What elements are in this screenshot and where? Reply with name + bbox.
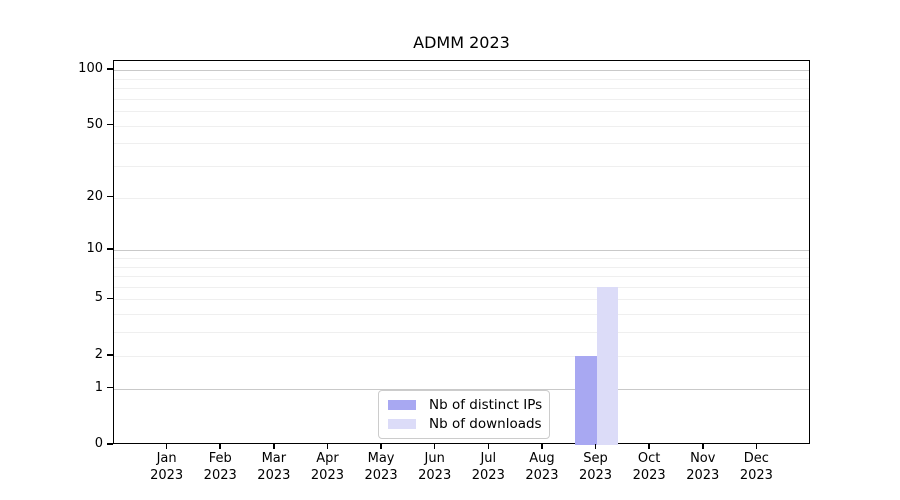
x-tick-mark bbox=[326, 444, 329, 449]
x-tick-label: Apr 2023 bbox=[292, 450, 362, 484]
x-tick-month: Oct bbox=[637, 451, 661, 466]
x-tick-label: Sep 2023 bbox=[561, 450, 631, 484]
gridline-major bbox=[114, 70, 809, 72]
x-tick-month: May bbox=[367, 451, 395, 466]
x-tick-mark bbox=[487, 444, 490, 449]
x-tick-label: Feb 2023 bbox=[185, 450, 255, 484]
x-tick-month: Feb bbox=[208, 451, 232, 466]
x-tick-month: Jun bbox=[424, 451, 445, 466]
x-tick-year: 2023 bbox=[364, 468, 398, 483]
x-tick-label: Jan 2023 bbox=[132, 450, 202, 484]
x-tick-label: Mar 2023 bbox=[239, 450, 309, 484]
x-tick-month: Dec bbox=[743, 451, 769, 466]
legend-swatch-downloads bbox=[388, 418, 416, 429]
y-tick-label: 5 bbox=[94, 290, 103, 306]
y-tick-label: 2 bbox=[94, 346, 103, 362]
chart-title: ADMM 2023 bbox=[413, 33, 510, 52]
x-tick-year: 2023 bbox=[310, 468, 344, 483]
gridline-minor bbox=[114, 355, 809, 357]
x-tick-mark bbox=[755, 444, 758, 449]
legend: Nb of distinct IPs Nb of downloads bbox=[378, 390, 550, 439]
gridline-minor bbox=[114, 111, 809, 113]
x-tick-month: Apr bbox=[316, 451, 339, 466]
x-tick-month: Sep bbox=[583, 451, 608, 466]
gridline-minor bbox=[114, 314, 809, 316]
x-tick-month: Aug bbox=[529, 451, 555, 466]
x-tick-year: 2023 bbox=[632, 468, 666, 483]
x-tick-mark bbox=[433, 444, 436, 449]
y-tick-mark bbox=[107, 123, 113, 126]
x-tick-year: 2023 bbox=[203, 468, 237, 483]
x-tick-year: 2023 bbox=[471, 468, 505, 483]
x-tick-mark bbox=[648, 444, 650, 449]
x-tick-mark bbox=[702, 444, 704, 449]
x-tick-year: 2023 bbox=[739, 468, 773, 483]
gridline-minor bbox=[114, 257, 809, 259]
x-tick-year: 2023 bbox=[150, 468, 184, 483]
y-tick-mark bbox=[107, 248, 113, 250]
x-tick-mark bbox=[380, 444, 382, 449]
y-tick-mark bbox=[107, 443, 113, 445]
x-tick-label: Jun 2023 bbox=[400, 450, 470, 484]
x-tick-year: 2023 bbox=[257, 468, 291, 483]
x-tick-month: Nov bbox=[690, 451, 716, 466]
x-tick-mark bbox=[219, 444, 221, 449]
y-tick-label: 100 bbox=[78, 61, 103, 77]
x-tick-label: Dec 2023 bbox=[721, 450, 791, 484]
x-tick-label: May 2023 bbox=[346, 450, 416, 484]
x-tick-label: Nov 2023 bbox=[668, 450, 738, 484]
x-tick-month: Jan bbox=[156, 451, 177, 466]
x-tick-mark bbox=[541, 444, 543, 449]
x-tick-mark bbox=[165, 444, 168, 449]
x-tick-month: Jul bbox=[480, 451, 497, 466]
y-tick-label: 1 bbox=[94, 379, 103, 395]
y-tick-label: 0 bbox=[94, 436, 103, 451]
y-tick-label: 20 bbox=[86, 188, 103, 204]
gridline-minor bbox=[114, 276, 809, 278]
legend-label-downloads: Nb of downloads bbox=[429, 415, 542, 432]
x-tick-label: Aug 2023 bbox=[507, 450, 577, 484]
gridline-minor bbox=[114, 197, 809, 199]
gridline-minor bbox=[114, 299, 809, 301]
y-tick-mark bbox=[107, 195, 113, 198]
gridline-minor bbox=[114, 166, 809, 168]
bar-nb-of-downloads bbox=[596, 286, 618, 445]
gridline-major bbox=[114, 388, 809, 390]
gridline-minor bbox=[114, 266, 809, 268]
gridline-minor bbox=[114, 125, 809, 127]
gridline-minor bbox=[114, 98, 809, 100]
x-tick-year: 2023 bbox=[686, 468, 720, 483]
x-tick-mark bbox=[594, 444, 597, 449]
legend-item-downloads: Nb of downloads bbox=[388, 415, 542, 434]
y-tick-mark bbox=[107, 354, 113, 356]
y-tick-label: 50 bbox=[86, 116, 103, 132]
x-tick-year: 2023 bbox=[525, 468, 559, 483]
y-tick-label: 10 bbox=[86, 241, 103, 257]
x-tick-label: Jul 2023 bbox=[453, 450, 523, 484]
y-tick-mark bbox=[107, 386, 113, 389]
x-tick-year: 2023 bbox=[418, 468, 452, 483]
gridline-minor bbox=[114, 78, 809, 80]
legend-item-distinct-ips: Nb of distinct IPs bbox=[388, 396, 543, 415]
plot-area bbox=[113, 60, 810, 445]
legend-swatch-distinct-ips bbox=[388, 400, 416, 411]
bar-nb-of-distinct-ips bbox=[575, 355, 597, 445]
legend-label-distinct-ips: Nb of distinct IPs bbox=[429, 397, 543, 414]
gridline-minor bbox=[114, 286, 809, 288]
plot-inner bbox=[114, 61, 809, 445]
y-tick-mark bbox=[107, 68, 113, 70]
y-tick-mark bbox=[107, 297, 113, 300]
gridline-minor bbox=[114, 332, 809, 334]
x-tick-mark bbox=[273, 444, 275, 449]
gridline-minor bbox=[114, 143, 809, 145]
x-tick-month: Mar bbox=[261, 451, 287, 466]
x-tick-year: 2023 bbox=[578, 468, 613, 483]
gridline-major bbox=[114, 250, 809, 252]
x-tick-label: Oct 2023 bbox=[614, 450, 684, 484]
gridline-minor bbox=[114, 88, 809, 90]
